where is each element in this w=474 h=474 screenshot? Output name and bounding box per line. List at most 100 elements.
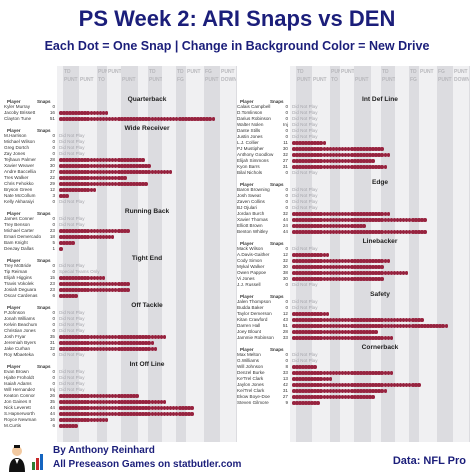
- snap-dot: [126, 341, 130, 345]
- player-snap-count: 12: [282, 311, 288, 316]
- snap-dot: [359, 265, 363, 269]
- status-note: Did Not Play: [59, 145, 85, 150]
- snap-dot: [371, 147, 375, 151]
- snap-dot: [135, 117, 139, 121]
- snap-dot: [147, 406, 152, 410]
- snap-dot: [331, 159, 336, 163]
- snap-dot: [113, 176, 118, 180]
- snap-dot: [331, 265, 336, 269]
- player-column-header: Player: [240, 182, 254, 187]
- snap-dot: [77, 235, 81, 239]
- snap-dot: [301, 147, 305, 151]
- player-snap-count: 0: [52, 322, 55, 327]
- snap-dot: [325, 330, 330, 334]
- snap-dot: [362, 336, 366, 340]
- snap-dot: [95, 347, 100, 351]
- snap-dot: [62, 335, 66, 339]
- snap-dot: [59, 247, 63, 251]
- player-snap-count: 0: [52, 369, 55, 374]
- player-row: Clayton Tune 51: [3, 116, 237, 122]
- player-snap-count: 0: [285, 170, 288, 175]
- snap-dot: [92, 276, 97, 280]
- player-name: Walter Nolen: [237, 122, 264, 127]
- snap-dot: [334, 159, 339, 163]
- snap-dot: [95, 394, 100, 398]
- snap-dot: [168, 406, 173, 410]
- snap-dot: [304, 312, 308, 316]
- drive-result-label: PUNT: [149, 77, 163, 83]
- snap-dot: [337, 318, 342, 322]
- snap-dot: [295, 377, 299, 381]
- snap-dot: [190, 412, 194, 416]
- snap-dot: [132, 341, 136, 345]
- player-row: Andre Baccellia 37: [3, 169, 237, 175]
- snap-dot: [295, 318, 299, 322]
- snap-dot: [86, 412, 91, 416]
- snap-dot: [129, 170, 133, 174]
- snap-dot: [295, 165, 299, 169]
- snap-dot: [110, 176, 115, 180]
- snap-dot: [301, 389, 305, 393]
- snap-dot: [162, 170, 167, 174]
- snap-dot: [150, 412, 155, 416]
- snaps-column-header: Snaps: [37, 99, 51, 104]
- snap-dot: [365, 147, 369, 151]
- player-row: Jacoby Brissett 16: [3, 110, 237, 116]
- player-name: L.J. Collier: [237, 140, 259, 145]
- snap-dot: [374, 165, 378, 169]
- snap-dot: [383, 318, 388, 322]
- position-title: Linebacker: [362, 238, 398, 245]
- snap-dot: [304, 324, 308, 328]
- snap-dot: [301, 253, 305, 257]
- snap-dot: [334, 271, 339, 275]
- snap-dot: [362, 383, 366, 387]
- snap-dot: [295, 212, 299, 216]
- snap-dot: [113, 288, 118, 292]
- player-row: Jon Gaines II 35: [3, 399, 237, 405]
- snap-dot: [331, 389, 336, 393]
- snap-dot: [113, 282, 118, 286]
- snap-dot: [120, 335, 124, 339]
- snap-dot: [346, 324, 351, 328]
- snap-dot: [325, 395, 330, 399]
- snap-dot: [414, 318, 418, 322]
- snap-dot: [80, 282, 84, 286]
- snap-dot: [365, 265, 369, 269]
- snap-dot: [95, 229, 100, 233]
- snap-dot: [86, 282, 91, 286]
- snap-dot: [356, 330, 360, 334]
- snap-dot: [101, 335, 106, 339]
- snap-dot: [316, 224, 320, 228]
- snap-dot: [386, 212, 391, 216]
- snap-dot: [340, 153, 345, 157]
- snap-dot: [135, 182, 139, 186]
- snap-dot: [101, 158, 106, 162]
- snap-dot: [340, 330, 345, 334]
- snap-dot: [71, 282, 75, 286]
- snap-dot: [83, 406, 87, 410]
- snap-dot: [113, 406, 118, 410]
- snap-dot: [371, 395, 375, 399]
- position-title: Safety: [370, 291, 390, 298]
- snap-dot: [401, 218, 406, 222]
- player-name: Keaton Connor: [4, 393, 35, 398]
- player-snap-count: 0: [285, 199, 288, 204]
- snap-dot: [343, 271, 348, 275]
- snap-dot: [353, 271, 357, 275]
- snap-dot: [438, 324, 442, 328]
- snap-dot: [65, 158, 69, 162]
- drive-result-label: PUNT: [64, 77, 78, 83]
- player-name: BJ Ojulari: [237, 205, 257, 210]
- player-name: Xavier Weaver: [4, 163, 35, 168]
- snap-dot: [362, 395, 366, 399]
- snap-dot: [86, 170, 91, 174]
- player-snap-count: 3: [52, 193, 55, 198]
- snap-dot: [356, 265, 360, 269]
- player-name: Kei'Trel Clark: [237, 388, 265, 393]
- snap-dot: [83, 176, 87, 180]
- snap-dot: [310, 371, 314, 375]
- snap-dot: [368, 371, 372, 375]
- player-snap-count: 6: [52, 423, 55, 428]
- snap-dot: [340, 224, 345, 228]
- player-name: Jacoby Brissett: [4, 110, 36, 115]
